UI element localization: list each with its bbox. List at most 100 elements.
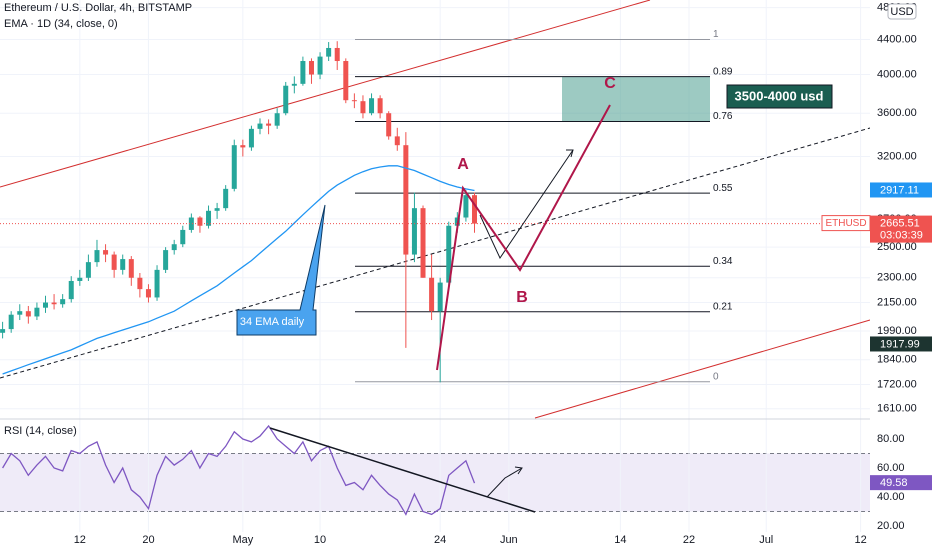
candle-body bbox=[472, 195, 477, 224]
rsi-line bbox=[2, 424, 476, 516]
currency-badge[interactable] bbox=[887, 3, 917, 20]
last-price: 2665.51 bbox=[880, 218, 920, 230]
ema-note: 34 EMA daily bbox=[240, 316, 305, 328]
indicator-label: EMA · 1D (34, close, 0) bbox=[4, 18, 118, 30]
candle-body bbox=[446, 225, 452, 283]
x-tick-label: 12 bbox=[854, 534, 866, 546]
rsi-badge bbox=[870, 475, 932, 491]
x-tick-label: 10 bbox=[314, 534, 326, 546]
y-tick-label: 1610.00 bbox=[877, 403, 917, 415]
candle-body bbox=[403, 145, 409, 255]
candle-body bbox=[77, 277, 83, 281]
candle-body bbox=[163, 250, 169, 270]
rsi-value: 49.58 bbox=[880, 477, 908, 489]
marker-price: 1917.99 bbox=[880, 338, 920, 350]
wave-label: B bbox=[516, 289, 528, 306]
candle-body bbox=[51, 302, 57, 305]
candle-body bbox=[308, 61, 314, 75]
candle-body bbox=[171, 244, 177, 251]
arrow-head bbox=[566, 149, 574, 158]
y-tick-label: 2300.00 bbox=[877, 272, 917, 284]
candle-body bbox=[206, 210, 212, 226]
candle-body bbox=[34, 307, 40, 317]
y-tick-label: 4400.00 bbox=[877, 33, 917, 45]
y-tick-label: 1990.00 bbox=[877, 325, 917, 337]
ema-badge bbox=[870, 182, 932, 198]
channel-upper bbox=[0, 0, 651, 188]
fib-ratio: 1 bbox=[713, 29, 719, 40]
rsi-band bbox=[0, 453, 870, 512]
candle-body bbox=[317, 56, 323, 75]
candle-body bbox=[343, 61, 349, 101]
candle-body bbox=[68, 280, 74, 300]
x-tick-label: 20 bbox=[142, 534, 154, 546]
axis-layer: 1610.00 1720.00 1840.00 1990.00 2150.00 2300.… bbox=[74, 1, 932, 546]
marker-badge bbox=[870, 336, 932, 352]
candle-body bbox=[360, 101, 366, 114]
x-tick-label: 24 bbox=[434, 534, 446, 546]
candle-body bbox=[223, 188, 229, 209]
x-tick-label: Jul bbox=[759, 534, 773, 546]
dashed-trendline bbox=[0, 127, 871, 379]
candle-body bbox=[17, 311, 23, 315]
rsi-title: RSI (14, close) bbox=[4, 425, 77, 437]
candle-body bbox=[94, 250, 100, 263]
wave-label: A bbox=[457, 156, 469, 173]
candle-body bbox=[180, 229, 186, 245]
ema-line bbox=[2, 165, 475, 375]
x-tick-label: 22 bbox=[683, 534, 695, 546]
target-label: 3500-4000 usd bbox=[735, 88, 824, 103]
symbol: ETHUSD bbox=[825, 218, 866, 229]
candle-body bbox=[377, 98, 383, 114]
candle-body bbox=[334, 47, 340, 62]
candle-body bbox=[257, 123, 263, 129]
rsi-tick-label: 40.00 bbox=[877, 491, 905, 503]
target-box bbox=[726, 84, 833, 109]
projection-arrow bbox=[479, 149, 574, 260]
x-tick-label: Jun bbox=[500, 534, 518, 546]
candle-body bbox=[103, 250, 109, 255]
main-layer: 1 0.89 0.76 0.55 0.34 0.21 0 bbox=[0, 29, 870, 516]
candle-body bbox=[351, 100, 357, 102]
x-tick-label: May bbox=[232, 534, 253, 546]
candle-body bbox=[197, 217, 203, 226]
candle-body bbox=[394, 136, 400, 146]
x-tick-label: 14 bbox=[614, 534, 626, 546]
candle-body bbox=[266, 123, 272, 126]
fib-ratio: 0.55 bbox=[713, 183, 733, 194]
rsi-tick-label: 60.00 bbox=[877, 462, 905, 474]
candle-body bbox=[111, 254, 117, 270]
fib-ratio: 0 bbox=[713, 371, 719, 382]
candle-body bbox=[386, 113, 392, 137]
candle-body bbox=[300, 61, 306, 84]
ema-callout bbox=[236, 204, 326, 336]
rsi-tick-label: 80.00 bbox=[877, 433, 905, 445]
rsi-trendline bbox=[269, 427, 536, 513]
y-tick-label: 3600.00 bbox=[877, 107, 917, 119]
chart-title: Ethereum / U.S. Dollar, 4h, BITSTAMP bbox=[4, 2, 192, 14]
candle-body bbox=[283, 85, 289, 114]
candle-body bbox=[463, 195, 469, 218]
price-badge bbox=[870, 215, 932, 243]
arrow-head bbox=[514, 466, 523, 475]
y-tick-label: 2500.00 bbox=[877, 241, 917, 253]
y-tick-label: 1720.00 bbox=[877, 378, 917, 390]
wave-label: C bbox=[604, 75, 616, 92]
candle-body bbox=[420, 208, 426, 278]
candle-body bbox=[128, 259, 134, 278]
candle-body bbox=[8, 314, 14, 330]
candle-body bbox=[25, 311, 31, 317]
candle-body bbox=[60, 299, 66, 305]
candle-body bbox=[326, 47, 332, 57]
candle-body bbox=[274, 113, 280, 126]
candle-body bbox=[231, 145, 237, 189]
x-tick-label: 12 bbox=[74, 534, 86, 546]
candle-body bbox=[188, 217, 194, 230]
price-axis bbox=[870, 0, 932, 532]
candle-body bbox=[429, 277, 435, 312]
y-tick-label: 3200.00 bbox=[877, 150, 917, 162]
y-tick-label: 1840.00 bbox=[877, 354, 917, 366]
candle-body bbox=[145, 289, 151, 298]
candle-body bbox=[411, 208, 417, 255]
